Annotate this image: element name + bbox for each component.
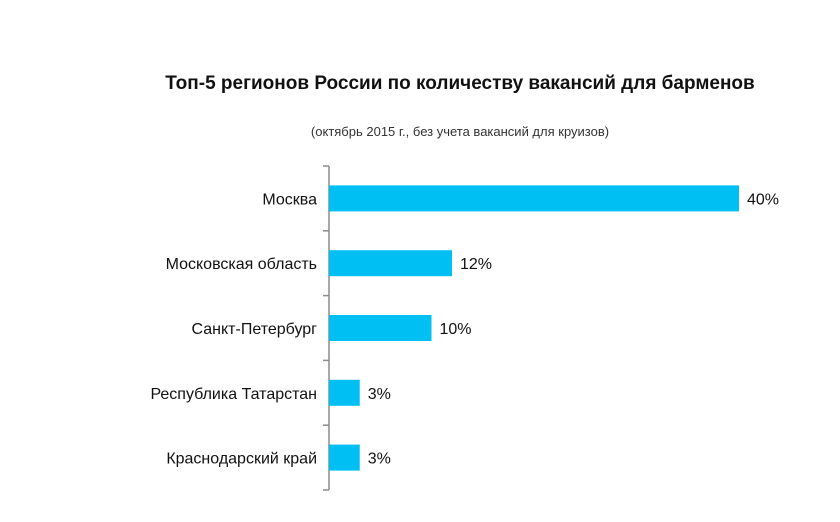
data-label: 40% <box>747 191 779 208</box>
data-label: 3% <box>368 386 391 403</box>
data-label: 12% <box>460 256 492 273</box>
chart-title: Топ-5 регионов России по количеству вака… <box>165 73 755 94</box>
data-label: 10% <box>440 321 472 338</box>
bar <box>329 444 360 471</box>
bar <box>329 379 360 406</box>
category-label: Санкт-Петербург <box>192 321 318 338</box>
category-label: Республика Татарстан <box>150 386 317 403</box>
category-label: Московская область <box>166 256 317 273</box>
category-label: Краснодарский край <box>166 451 317 468</box>
data-label: 3% <box>368 451 391 468</box>
chart-subtitle: (октябрь 2015 г., без учета вакансий для… <box>310 124 610 139</box>
category-label: Москва <box>262 191 317 208</box>
bar <box>329 185 739 212</box>
bar <box>329 250 452 277</box>
bar <box>329 315 432 341</box>
